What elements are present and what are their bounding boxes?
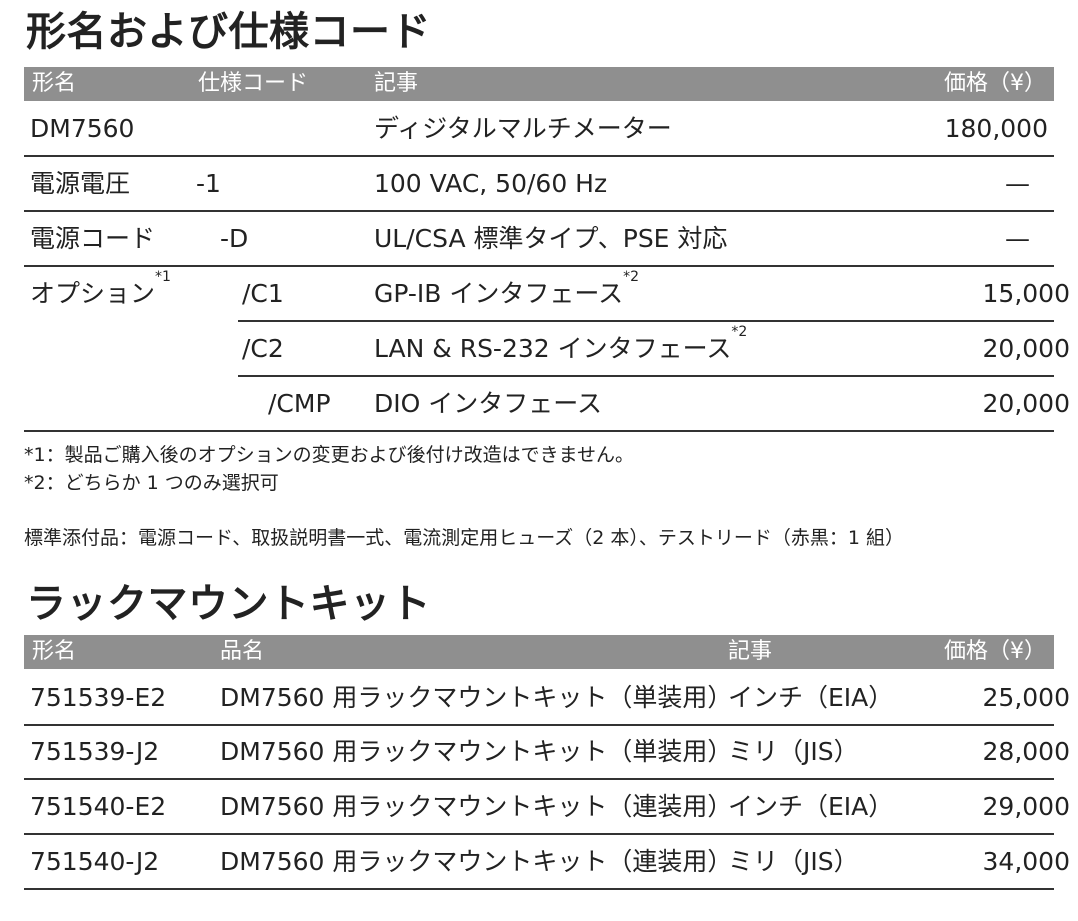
spec-code-cell: -1 xyxy=(196,169,221,198)
price-cell: 28,000 xyxy=(982,737,1070,766)
model-cell: 電源電圧 xyxy=(30,169,131,198)
header-description: 記事 xyxy=(374,71,419,96)
description-cell: LAN & RS-232 インタフェース*2 xyxy=(374,325,747,364)
spec-code-cell: -D xyxy=(220,224,249,253)
row-divider xyxy=(24,833,1054,835)
description-text: GP-IB インタフェース xyxy=(374,279,624,308)
price-cell: — xyxy=(1005,224,1030,253)
spec-section-title: 形名および仕様コード xyxy=(26,9,431,55)
model-cell: 電源コード xyxy=(30,224,156,253)
description-cell: UL/CSA 標準タイプ、PSE 対応 xyxy=(374,224,728,253)
header-spec-code: 仕様コード xyxy=(198,71,309,96)
price-cell: 29,000 xyxy=(982,792,1070,821)
model-cell: 751540-J2 xyxy=(30,847,160,876)
description-cell: ミリ（JIS） xyxy=(728,847,859,876)
row-divider xyxy=(24,155,1054,157)
footnote-mark: *1 xyxy=(155,269,171,285)
footnote-mark: *2 xyxy=(623,269,640,285)
price-cell: 20,000 xyxy=(982,334,1070,363)
rack-table-header: 形名 品名 記事 価格（¥） xyxy=(24,635,1054,669)
price-cell: 15,000 xyxy=(982,279,1070,308)
description-cell: ディジタルマルチメーター xyxy=(374,114,672,143)
spec-table-header: 形名 仕様コード 記事 価格（¥） xyxy=(24,67,1054,101)
description-cell: ミリ（JIS） xyxy=(728,737,859,766)
header-price: 価格（¥） xyxy=(944,71,1046,96)
product-name-cell: DM7560 用ラックマウントキット（単装用） xyxy=(220,737,733,766)
product-name-cell: DM7560 用ラックマウントキット（連装用） xyxy=(220,792,733,821)
description-cell: 100 VAC, 50/60 Hz xyxy=(374,169,608,198)
header-product-name: 品名 xyxy=(220,639,265,664)
header-model: 形名 xyxy=(32,71,77,96)
rack-section-title: ラックマウントキット xyxy=(26,581,431,627)
spec-code-cell: /C1 xyxy=(242,279,284,308)
price-cell: 20,000 xyxy=(982,389,1070,418)
price-cell: 25,000 xyxy=(982,683,1070,712)
standard-accessories: 標準添付品：電源コード、取扱説明書一式、電流測定用ヒューズ（2 本）、テストリー… xyxy=(24,527,905,549)
model-cell: 751539-E2 xyxy=(30,683,167,712)
description-text: LAN & RS-232 インタフェース xyxy=(374,334,732,363)
row-divider xyxy=(24,778,1054,780)
footnote-mark: *2 xyxy=(731,324,748,340)
row-divider xyxy=(24,724,1054,726)
option-label: オプション xyxy=(30,279,156,308)
spec-code-cell: /C2 xyxy=(242,334,284,363)
model-cell: オプション*1 xyxy=(30,270,171,309)
model-cell: DM7560 xyxy=(30,114,135,143)
footnote-2: *2：どちらか 1 つのみ選択可 xyxy=(24,472,279,494)
row-divider xyxy=(24,265,1054,267)
row-divider xyxy=(24,888,1054,890)
row-divider xyxy=(238,375,1054,377)
price-cell: 180,000 xyxy=(944,114,1048,143)
header-model: 形名 xyxy=(32,639,77,664)
model-cell: 751539-J2 xyxy=(30,737,160,766)
header-price: 価格（¥） xyxy=(944,639,1046,664)
price-cell: — xyxy=(1005,169,1030,198)
footnote-1: *1：製品ご購入後のオプションの変更および後付け改造はできません。 xyxy=(24,444,635,466)
header-description: 記事 xyxy=(728,639,773,664)
description-cell: DIO インタフェース xyxy=(374,389,602,418)
product-name-cell: DM7560 用ラックマウントキット（単装用） xyxy=(220,683,733,712)
description-cell: GP-IB インタフェース*2 xyxy=(374,270,639,309)
row-divider xyxy=(24,430,1054,432)
row-divider xyxy=(238,320,1054,322)
price-cell: 34,000 xyxy=(982,847,1070,876)
row-divider xyxy=(24,210,1054,212)
spec-code-cell: /CMP xyxy=(268,389,331,418)
model-cell: 751540-E2 xyxy=(30,792,167,821)
description-cell: インチ（EIA） xyxy=(728,792,894,821)
product-name-cell: DM7560 用ラックマウントキット（連装用） xyxy=(220,847,733,876)
description-cell: インチ（EIA） xyxy=(728,683,894,712)
